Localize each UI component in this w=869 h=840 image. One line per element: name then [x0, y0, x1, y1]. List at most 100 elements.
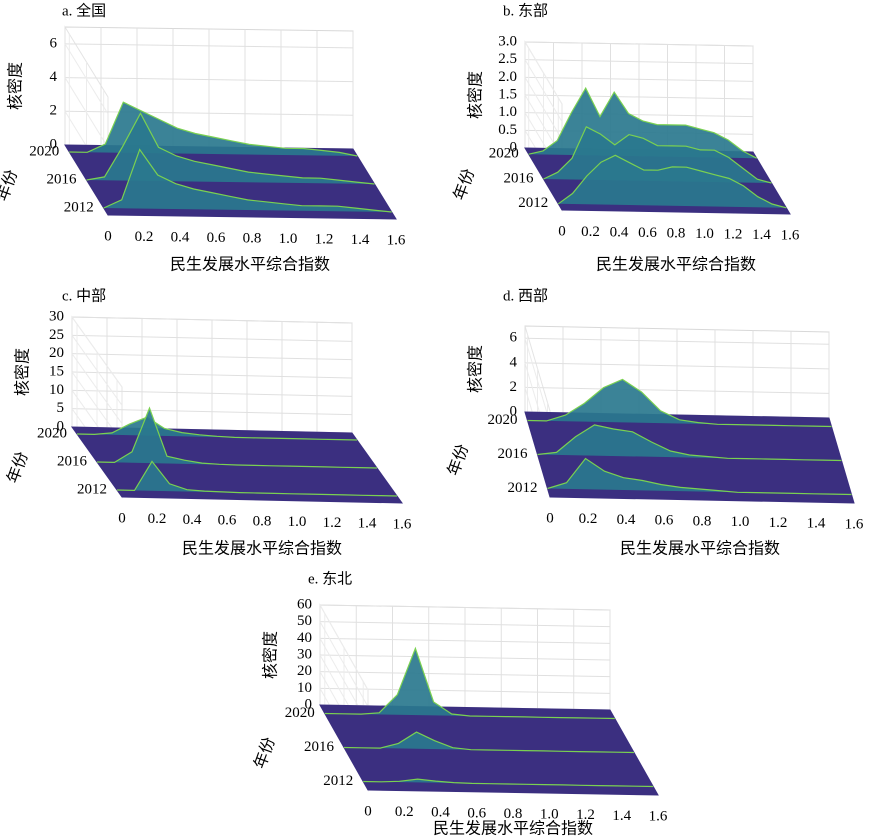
grid-line [64, 77, 354, 83]
y-tick-label: 2020 [489, 146, 519, 162]
grid-line [319, 604, 611, 611]
x-axis-title: 民生发展水平综合指数 [182, 540, 342, 558]
grid-line [319, 637, 611, 644]
z-tick-label: 30 [297, 646, 312, 662]
x-tick-label: 0.4 [431, 805, 450, 821]
x-tick-label: 1.6 [649, 808, 668, 824]
x-tick-label: 1.6 [781, 227, 800, 243]
x-tick-label: 1.0 [540, 807, 559, 823]
z-tick-label: 20 [49, 345, 64, 361]
z-tick-label: 5 [57, 400, 65, 416]
z-tick-label: 60 [297, 596, 312, 612]
density-slice [343, 731, 635, 754]
density-slice [363, 778, 654, 788]
z-tick-label: 10 [49, 382, 64, 398]
z-axis-title: 核密度 [262, 631, 280, 679]
z-tick-label: 0 [50, 136, 58, 152]
grid-line [524, 41, 754, 47]
z-axis-title: 核密度 [467, 71, 485, 119]
grid-line [71, 389, 353, 397]
y-axis-title: 年份 [4, 449, 32, 485]
y-axis-title: 年份 [444, 442, 472, 478]
grid-line [524, 112, 754, 118]
x-tick-label: 1.2 [323, 515, 342, 531]
x-tick-label: 1.6 [845, 516, 864, 532]
grid-line [524, 337, 830, 345]
x-tick-label: 0 [558, 223, 566, 239]
y-tick-label: 2012 [77, 481, 107, 497]
z-tick-label: 3.0 [498, 33, 517, 49]
z-tick-label: 0 [57, 418, 65, 434]
x-tick-label: 0.6 [218, 513, 237, 529]
y-tick-label: 2016 [498, 446, 529, 462]
x-tick-label: 0.6 [207, 230, 226, 246]
x-tick-label: 0 [118, 510, 126, 526]
grid-line [64, 110, 354, 116]
grid-line [64, 43, 354, 49]
z-tick-label: 4 [510, 354, 518, 370]
panel-title: e. 东北 [308, 570, 352, 587]
x-tick-label: 1.6 [393, 516, 412, 532]
z-tick-label: 0 [510, 139, 518, 155]
panel-title: d. 西部 [503, 287, 548, 304]
grid-line [524, 59, 754, 65]
x-tick-label: 0.4 [183, 512, 202, 528]
x-tick-label: 0.2 [579, 511, 598, 527]
x-tick-label: 1.4 [358, 516, 377, 532]
grid-line [319, 687, 611, 694]
grid-line [319, 621, 611, 628]
density-slice [547, 457, 852, 496]
z-tick-label: 15 [49, 363, 64, 379]
y-axis-title: 年份 [450, 166, 478, 202]
panel-title: b. 东部 [503, 2, 548, 19]
y-tick-label: 2016 [57, 453, 88, 469]
x-tick-label: 0 [104, 228, 112, 244]
x-tick-label: 1.0 [731, 514, 750, 530]
z-tick-label: 0 [305, 696, 313, 712]
x-tick-label: 0.6 [467, 805, 486, 821]
x-tick-label: 1.2 [315, 231, 334, 247]
grid-line [524, 94, 754, 100]
z-tick-label: 20 [297, 663, 312, 679]
y-tick-label: 2020 [29, 143, 59, 159]
density-slice [86, 112, 375, 185]
z-tick-label: 0.5 [498, 122, 517, 138]
x-tick-label: 0.2 [581, 224, 600, 240]
grid-line [524, 362, 830, 370]
z-axis-title: 核密度 [14, 348, 32, 396]
x-tick-label: 0 [546, 510, 554, 526]
x-tick-label: 1.4 [612, 808, 631, 824]
x-tick-label: 0.8 [253, 513, 272, 529]
z-tick-label: 6 [510, 330, 518, 346]
grid-line [71, 316, 353, 324]
y-axis-title: 年份 [251, 735, 279, 771]
panel-title: a. 全国 [62, 1, 106, 19]
density-slice [116, 460, 398, 497]
density-slice [537, 424, 842, 462]
x-tick-label: 0.4 [617, 512, 636, 528]
grid-line [71, 408, 353, 416]
y-tick-label: 2012 [323, 773, 353, 789]
y-tick-label: 2016 [504, 170, 535, 186]
y-tick-label: 2012 [64, 199, 94, 215]
x-tick-label: 1.0 [695, 226, 714, 242]
y-tick-label: 2020 [488, 412, 518, 428]
y-tick-label: 2016 [304, 739, 335, 755]
x-axis-title: 民生发展水平综合指数 [170, 256, 330, 274]
x-tick-label: 1.4 [351, 232, 370, 248]
x-tick-label: 0.8 [667, 225, 686, 241]
grid-line [524, 76, 754, 82]
grid-line [71, 353, 353, 361]
x-tick-label: 0.8 [243, 230, 262, 246]
z-tick-label: 0 [510, 403, 518, 419]
x-axis-title: 民生发展水平综合指数 [433, 820, 593, 838]
x-tick-label: 0 [364, 803, 372, 819]
density-slice [324, 646, 615, 720]
x-tick-label: 0.8 [693, 513, 712, 529]
x-tick-label: 1.0 [288, 514, 307, 530]
density-slice [557, 154, 787, 209]
z-tick-label: 6 [50, 35, 58, 51]
grid-line [71, 371, 353, 379]
panel-title: c. 中部 [62, 287, 106, 304]
y-tick-label: 2020 [37, 425, 67, 441]
